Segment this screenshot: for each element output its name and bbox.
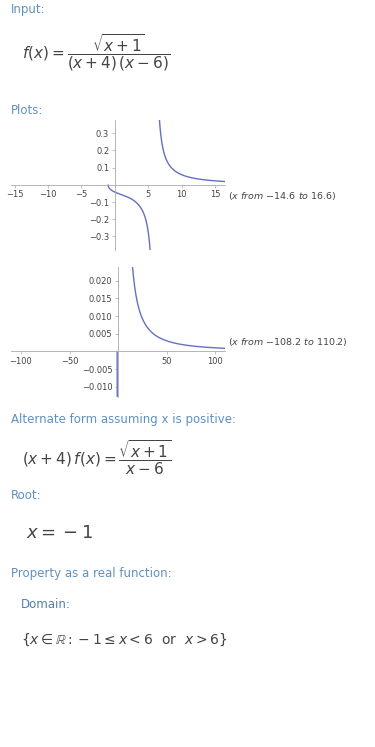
Text: $(x\ \mathit{from}\ {-108.2}\ \mathit{to}\ 110.2)$: $(x\ \mathit{from}\ {-108.2}\ \mathit{to… bbox=[228, 335, 348, 348]
Text: Domain:: Domain: bbox=[21, 598, 70, 611]
Text: Property as a real function:: Property as a real function: bbox=[11, 566, 172, 580]
Text: Alternate form assuming x is positive:: Alternate form assuming x is positive: bbox=[11, 413, 236, 426]
Text: $f(x) = \dfrac{\sqrt{x+1}}{(x+4)\,(x-6)}$: $f(x) = \dfrac{\sqrt{x+1}}{(x+4)\,(x-6)}… bbox=[22, 32, 171, 72]
Text: $\{x \in \mathbb{R} : -1 \leq x < 6\ \ \mathrm{or}\ \ x > 6\}$: $\{x \in \mathbb{R} : -1 \leq x < 6\ \ \… bbox=[21, 631, 227, 648]
Text: Root:: Root: bbox=[11, 489, 42, 502]
Text: $(x\ \mathit{from}\ {-14.6}\ \mathit{to}\ 16.6)$: $(x\ \mathit{from}\ {-14.6}\ \mathit{to}… bbox=[228, 190, 337, 202]
Text: $(x+4)\,f(x) = \dfrac{\sqrt{x+1}}{x-6}$: $(x+4)\,f(x) = \dfrac{\sqrt{x+1}}{x-6}$ bbox=[22, 438, 172, 477]
Text: $x = -1$: $x = -1$ bbox=[26, 524, 93, 542]
Text: Plots:: Plots: bbox=[11, 105, 44, 117]
Text: Input:: Input: bbox=[11, 3, 46, 16]
